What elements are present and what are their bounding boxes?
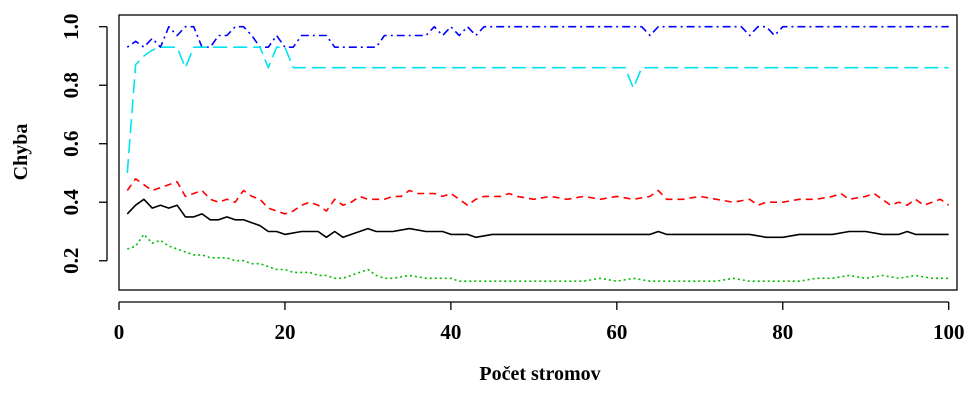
y-tick-label: 0.6 (59, 131, 83, 157)
x-tick-label: 80 (772, 320, 793, 344)
y-axis: 0.2 0.4 0.6 0.8 1.0 (59, 14, 108, 274)
series-layer (126, 25, 950, 282)
x-tick-label: 0 (114, 320, 125, 344)
y-axis-title: Chyba (10, 124, 32, 181)
series-line-5 (127, 233, 949, 282)
series-line-1 (126, 25, 949, 48)
x-tick-label: 100 (933, 320, 965, 344)
y-tick-label: 0.2 (59, 248, 83, 274)
x-tick-label: 20 (274, 320, 295, 344)
series-line-4 (126, 198, 949, 239)
y-tick-label: 0.8 (59, 72, 83, 98)
x-tick-label: 40 (440, 320, 461, 344)
plot-frame (118, 14, 958, 291)
x-tick-label: 60 (606, 320, 627, 344)
series-line-2 (126, 46, 949, 174)
x-axis: 0 20 40 60 80 100 (114, 301, 965, 344)
series-line-3 (126, 178, 950, 215)
y-tick-label: 0.4 (59, 189, 83, 216)
y-tick-label: 1.0 (59, 14, 83, 40)
x-axis-title: Počet stromov (479, 363, 600, 385)
